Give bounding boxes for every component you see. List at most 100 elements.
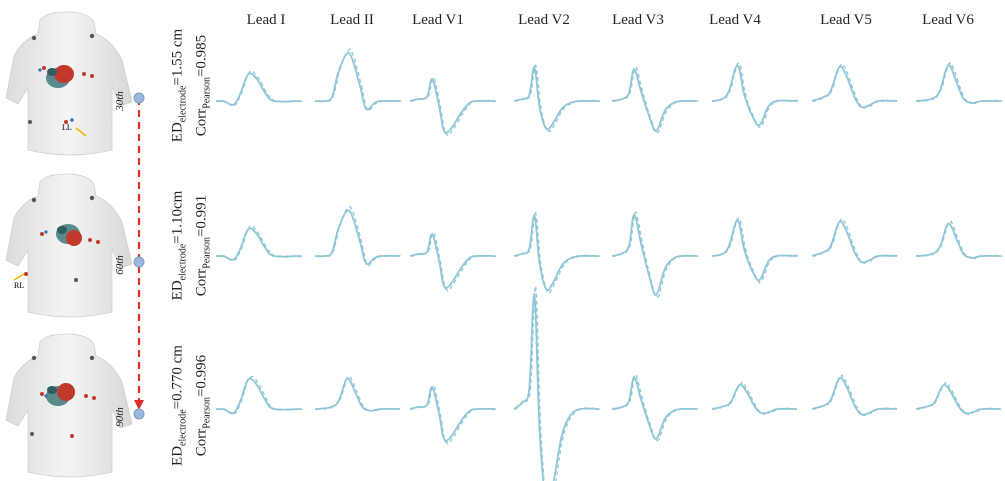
torso-model-3 [5, 333, 133, 478]
ecg-trace-reference [917, 62, 1003, 105]
torso-panel: LL RL [5, 11, 145, 478]
ecg-cell-row1-lead8 [915, 62, 1003, 105]
ecg-trace-reference [316, 375, 402, 413]
ecg-cell-row2-lead7 [811, 217, 899, 265]
ecg-cell-row3-lead1 [216, 375, 303, 416]
ecg-trace-reference [515, 285, 601, 481]
ecg-cell-row3-lead4 [513, 285, 601, 481]
ecg-trace-reference [515, 211, 601, 294]
ecg-cell-row2-lead4 [513, 211, 601, 294]
ecg-cell-row3-lead6 [711, 381, 799, 416]
iteration-label-30: 30th [113, 91, 126, 111]
torso-model-1: LL [5, 11, 133, 156]
electrodes-3 [30, 355, 96, 438]
ed-label-row3: EDelectrode=0.770 cm [169, 345, 189, 466]
ecg-trace-reference [613, 211, 699, 299]
corr-label-row3: CorrPearson=0.996 [193, 354, 213, 457]
ecg-trace-simulated [811, 220, 898, 264]
lead-header-v1: Lead V1 [412, 12, 464, 28]
ecg-trace-simulated [513, 212, 599, 292]
ecg-trace-simulated [216, 72, 302, 107]
ecg-trace-reference [813, 373, 899, 417]
ecg-cell-row2-lead5 [611, 211, 699, 299]
ecg-trace-reference [613, 374, 699, 443]
lead-header-ii: Lead II [330, 12, 374, 28]
heart-model-2 [56, 224, 82, 246]
ecg-trace-simulated [314, 209, 400, 266]
ecg-trace-reference [713, 217, 799, 284]
lead-header-i: Lead I [246, 12, 286, 28]
lead-header-v3: Lead V3 [612, 12, 664, 28]
lead-header-v6: Lead V6 [922, 12, 974, 28]
ecg-trace-simulated [513, 64, 599, 131]
ecg-cell-row2-lead1 [216, 225, 303, 262]
lead-header-v2: Lead V2 [518, 12, 570, 28]
ecg-cell-row2-lead6 [711, 217, 799, 284]
ecg-trace-reference [216, 375, 303, 416]
iteration-node-30 [133, 92, 145, 104]
ecg-trace-simulated [409, 232, 495, 289]
ecg-cell-row1-lead4 [513, 64, 601, 133]
ecg-cell-row2-lead2 [314, 205, 402, 267]
ecg-cell-row1-lead7 [811, 62, 899, 110]
ecg-cell-row3-lead8 [915, 381, 1003, 416]
ecg-cell-row3-lead2 [314, 375, 402, 413]
ecg-trace-simulated [811, 65, 898, 109]
ecg-trace-simulated [915, 222, 1001, 259]
ecg-trace-reference [515, 64, 601, 133]
ed-label-row1: EDelectrode=1.55 cm [169, 28, 189, 143]
ecg-trace-reference [216, 70, 303, 107]
ecg-cell-row1-lead3 [409, 77, 497, 137]
ecg-cell-row1-lead6 [711, 62, 799, 129]
ecg-cell-row1-lead1 [216, 70, 303, 107]
ecg-cell-row2-lead3 [409, 232, 497, 292]
iteration-label-90: 90th [113, 407, 126, 427]
ecg-trace-simulated [513, 293, 600, 481]
ecg-trace-simulated [711, 218, 798, 282]
ecg-trace-simulated [314, 52, 400, 111]
ecg-trace-simulated [409, 77, 495, 134]
lead-header-v5: Lead V5 [820, 12, 872, 28]
timeline-arrowhead-icon [134, 400, 144, 410]
corr-label-row1: CorrPearson=0.985 [193, 34, 213, 137]
ecg-trace-reference [411, 77, 497, 137]
ecg-trace-reference [813, 217, 899, 265]
ecg-trace-simulated [811, 376, 898, 416]
lead-header-v4: Lead V4 [709, 12, 761, 28]
ecg-trace-reference [411, 232, 497, 292]
ed-label-row2: EDelectrode=1.10cm [169, 190, 189, 301]
ecg-trace-reference [216, 225, 303, 262]
ecg-trace-reference [813, 62, 899, 110]
ecg-trace-reference [613, 66, 699, 135]
ecg-trace-simulated [216, 227, 302, 262]
ecg-trace-simulated [611, 212, 697, 297]
ecg-trace-simulated [611, 67, 697, 133]
ecg-trace-reference [316, 205, 402, 267]
ecg-trace-reference [917, 220, 1003, 260]
ecg-trace-reference [411, 385, 497, 445]
ecg-trace-simulated [611, 375, 697, 441]
electrodes-2 [24, 195, 100, 282]
electrodes-1 [28, 33, 95, 124]
ecg-trace-simulated [216, 377, 302, 415]
ecg-cell-row3-lead3 [409, 385, 497, 445]
iteration-node-60 [133, 256, 145, 268]
ecg-trace-simulated [711, 383, 797, 415]
ecg-trace-reference [713, 381, 799, 416]
heart-model-1 [46, 65, 74, 88]
ecg-cell-row2-lead8 [915, 220, 1003, 260]
ecg-cell-row1-lead5 [611, 66, 699, 135]
ecg-cell-row3-lead5 [611, 374, 699, 443]
corr-label-row2: CorrPearson=0.991 [193, 194, 213, 297]
ecg-trace-simulated [314, 377, 400, 412]
iteration-label-60: 60th [113, 255, 126, 275]
ecg-trace-reference [713, 62, 799, 129]
electrode-tag-2: RL [14, 281, 24, 290]
electrode-tag-1: LL [62, 123, 72, 132]
ecg-trace-reference [316, 47, 402, 113]
ecg-trace-simulated [915, 383, 1001, 415]
ecg-trace-simulated [711, 63, 798, 127]
torso-model-2: RL [5, 173, 133, 318]
ecg-cell-row1-lead2 [314, 47, 402, 113]
